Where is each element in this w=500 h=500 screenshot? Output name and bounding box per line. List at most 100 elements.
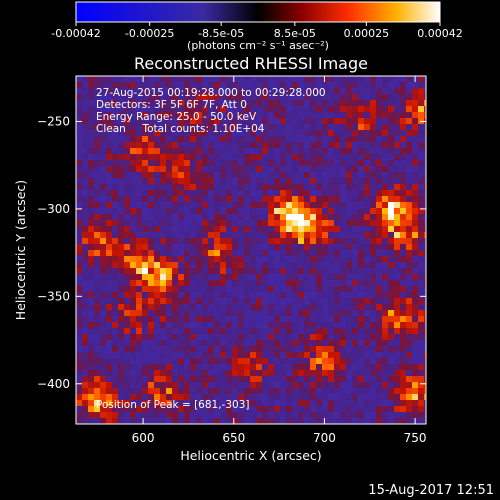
heatmap-cell <box>316 154 322 160</box>
heatmap-cell <box>124 142 130 148</box>
heatmap-cell <box>244 142 250 148</box>
heatmap-cell <box>196 352 202 358</box>
heatmap-cell <box>112 418 118 424</box>
heatmap-cell <box>184 76 190 82</box>
heatmap-cell <box>208 334 214 340</box>
heatmap-cell <box>292 130 298 136</box>
heatmap-cell <box>262 160 268 166</box>
heatmap-cell <box>160 244 166 250</box>
heatmap-cell <box>232 358 238 364</box>
heatmap-cell <box>166 256 172 262</box>
heatmap-cell <box>202 166 208 172</box>
heatmap-cell <box>76 412 82 418</box>
heatmap-cell <box>226 118 232 124</box>
heatmap-cell <box>388 250 394 256</box>
heatmap-cell <box>328 322 334 328</box>
heatmap-cell <box>328 394 334 400</box>
heatmap-cell <box>184 292 190 298</box>
heatmap-cell <box>388 394 394 400</box>
heatmap-cell <box>82 226 88 232</box>
heatmap-cell <box>142 184 148 190</box>
heatmap-cell <box>226 310 232 316</box>
heatmap-cell <box>154 202 160 208</box>
heatmap-cell <box>316 304 322 310</box>
heatmap-cell <box>142 268 148 274</box>
heatmap-cell <box>274 214 280 220</box>
heatmap-cell <box>352 262 358 268</box>
heatmap-cell <box>130 262 136 268</box>
heatmap-cell <box>268 406 274 412</box>
heatmap-cell <box>310 358 316 364</box>
heatmap-cell <box>382 160 388 166</box>
heatmap-cell <box>184 346 190 352</box>
heatmap-cell <box>292 160 298 166</box>
heatmap-cell <box>418 166 424 172</box>
heatmap-cell <box>256 304 262 310</box>
heatmap-cell <box>94 88 100 94</box>
heatmap-cell <box>166 88 172 94</box>
heatmap-cell <box>358 154 364 160</box>
heatmap-cell <box>238 166 244 172</box>
heatmap-cell <box>328 220 334 226</box>
heatmap-cell <box>364 100 370 106</box>
heatmap-cell <box>358 310 364 316</box>
heatmap-cell <box>412 334 418 340</box>
heatmap-cell <box>364 256 370 262</box>
heatmap-cell <box>304 124 310 130</box>
heatmap-cell <box>220 304 226 310</box>
heatmap-cell <box>166 160 172 166</box>
heatmap-cell <box>226 202 232 208</box>
heatmap-cell <box>88 100 94 106</box>
heatmap-cell <box>388 214 394 220</box>
heatmap-cell <box>262 190 268 196</box>
heatmap-cell <box>136 400 142 406</box>
heatmap-cell <box>400 202 406 208</box>
heatmap-cell <box>172 112 178 118</box>
heatmap-cell <box>388 400 394 406</box>
heatmap-cell <box>298 322 304 328</box>
heatmap-cell <box>322 328 328 334</box>
heatmap-cell <box>406 154 412 160</box>
heatmap-cell <box>208 370 214 376</box>
heatmap-cell <box>166 334 172 340</box>
heatmap-cell <box>208 178 214 184</box>
heatmap-cell <box>280 358 286 364</box>
heatmap-cell <box>370 232 376 238</box>
heatmap-cell <box>346 118 352 124</box>
heatmap-cell <box>172 298 178 304</box>
heatmap-cells <box>76 76 426 424</box>
heatmap-cell <box>250 184 256 190</box>
heatmap-cell <box>244 106 250 112</box>
heatmap-cell <box>154 310 160 316</box>
x-tick-label: 600 <box>132 431 155 445</box>
colorbar-tick-label: -0.00025 <box>125 27 174 40</box>
heatmap-cell <box>124 238 130 244</box>
heatmap-cell <box>418 292 424 298</box>
heatmap-cell <box>202 142 208 148</box>
heatmap-cell <box>358 286 364 292</box>
heatmap-cell <box>418 268 424 274</box>
heatmap-cell <box>130 130 136 136</box>
heatmap-cell <box>172 88 178 94</box>
heatmap-cell <box>130 412 136 418</box>
heatmap-cell <box>256 136 262 142</box>
heatmap-cell <box>166 268 172 274</box>
heatmap-cell <box>244 310 250 316</box>
heatmap-cell <box>304 82 310 88</box>
heatmap-cell <box>394 208 400 214</box>
heatmap-cell <box>166 100 172 106</box>
heatmap-cell <box>106 352 112 358</box>
heatmap-cell <box>298 106 304 112</box>
heatmap-cell <box>292 154 298 160</box>
heatmap-cell <box>370 352 376 358</box>
heatmap-cell <box>412 352 418 358</box>
heatmap-cell <box>94 118 100 124</box>
heatmap-cell <box>82 76 88 82</box>
heatmap-cell <box>388 226 394 232</box>
heatmap-cell <box>382 106 388 112</box>
heatmap-cell <box>100 94 106 100</box>
heatmap-cell <box>76 136 82 142</box>
heatmap-cell <box>418 382 424 388</box>
heatmap-cell <box>334 310 340 316</box>
heatmap-cell <box>124 106 130 112</box>
